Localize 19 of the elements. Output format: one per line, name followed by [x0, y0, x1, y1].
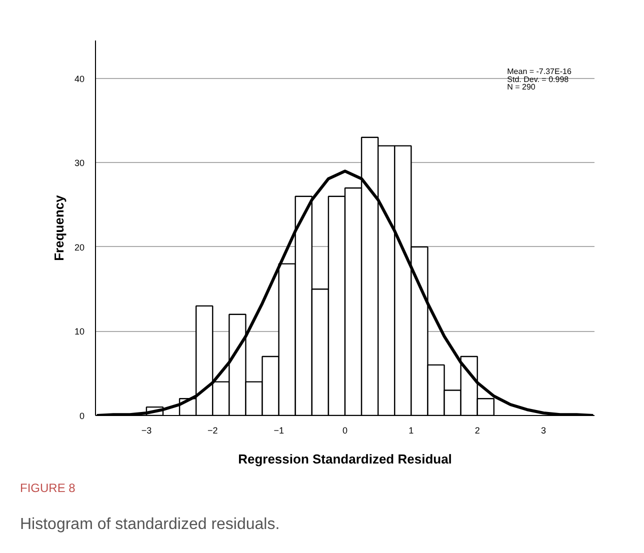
x-tick-label: 3 — [541, 426, 546, 436]
y-tick-label: 30 — [74, 158, 85, 168]
y-axis-title: Frequency — [51, 194, 66, 261]
y-tick-label: 0 — [79, 411, 85, 421]
y-tick-label: 20 — [74, 242, 85, 252]
x-tick-label: −1 — [274, 426, 284, 436]
annotation: Mean = -7.37E-16 — [507, 67, 572, 76]
caption: FIGURE 8 — [20, 480, 76, 497]
annotation: N = 290 — [507, 82, 536, 92]
x-tick-label: −2 — [208, 426, 218, 436]
y-tick-label: 10 — [74, 326, 85, 337]
x-tick-label: 0 — [342, 426, 348, 436]
annotation: Std. Dev. = 0.998 — [507, 74, 570, 84]
x-axis-title: Regression Standardized Residual — [238, 452, 452, 466]
x-tick-label: 2 — [474, 426, 480, 436]
y-tick-label: 40 — [74, 74, 85, 84]
text: Histogram of standardized residuals. — [20, 515, 280, 535]
x-tick-label: −3 — [141, 426, 152, 436]
x-tick-label: 1 — [408, 426, 414, 436]
